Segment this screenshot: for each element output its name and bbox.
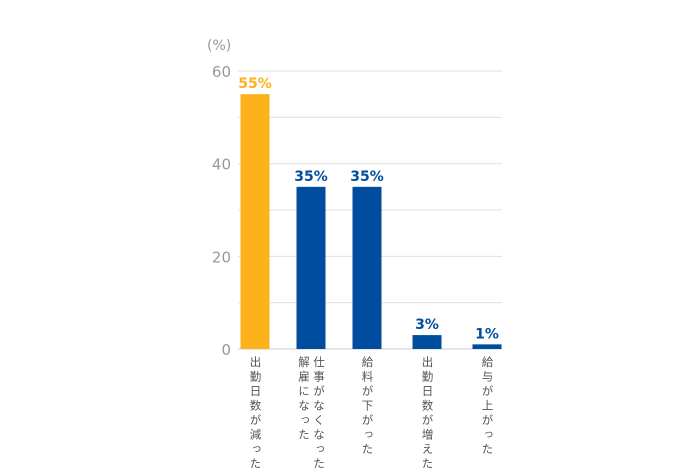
y-tick-label: 60 bbox=[212, 63, 231, 81]
bar bbox=[412, 335, 442, 349]
bar bbox=[240, 94, 270, 350]
data-label: 35% bbox=[350, 169, 384, 185]
data-label: 1% bbox=[475, 326, 499, 342]
data-label: 55% bbox=[238, 76, 272, 92]
y-axis-unit-label: (%) bbox=[207, 38, 232, 54]
x-tick-label: 給料が下がった bbox=[360, 356, 375, 458]
bar bbox=[352, 186, 382, 349]
x-tick-label: 出勤日数が減った bbox=[248, 356, 263, 472]
y-tick-label: 0 bbox=[221, 341, 231, 359]
y-tick-label: 20 bbox=[212, 248, 231, 266]
x-tick-label: 出勤日数が増えた bbox=[420, 356, 435, 472]
data-label: 35% bbox=[294, 169, 328, 185]
data-label: 3% bbox=[415, 317, 439, 333]
x-tick-label: 給与が上がった bbox=[480, 356, 495, 458]
bar bbox=[472, 344, 502, 349]
bar-chart: 0 20 40 60 55% 35% 35% 3% 1% bbox=[212, 63, 502, 359]
bar bbox=[296, 186, 326, 349]
y-tick-label: 40 bbox=[212, 156, 231, 174]
x-tick-label: 仕事がなくなった 解雇になった bbox=[297, 356, 326, 472]
